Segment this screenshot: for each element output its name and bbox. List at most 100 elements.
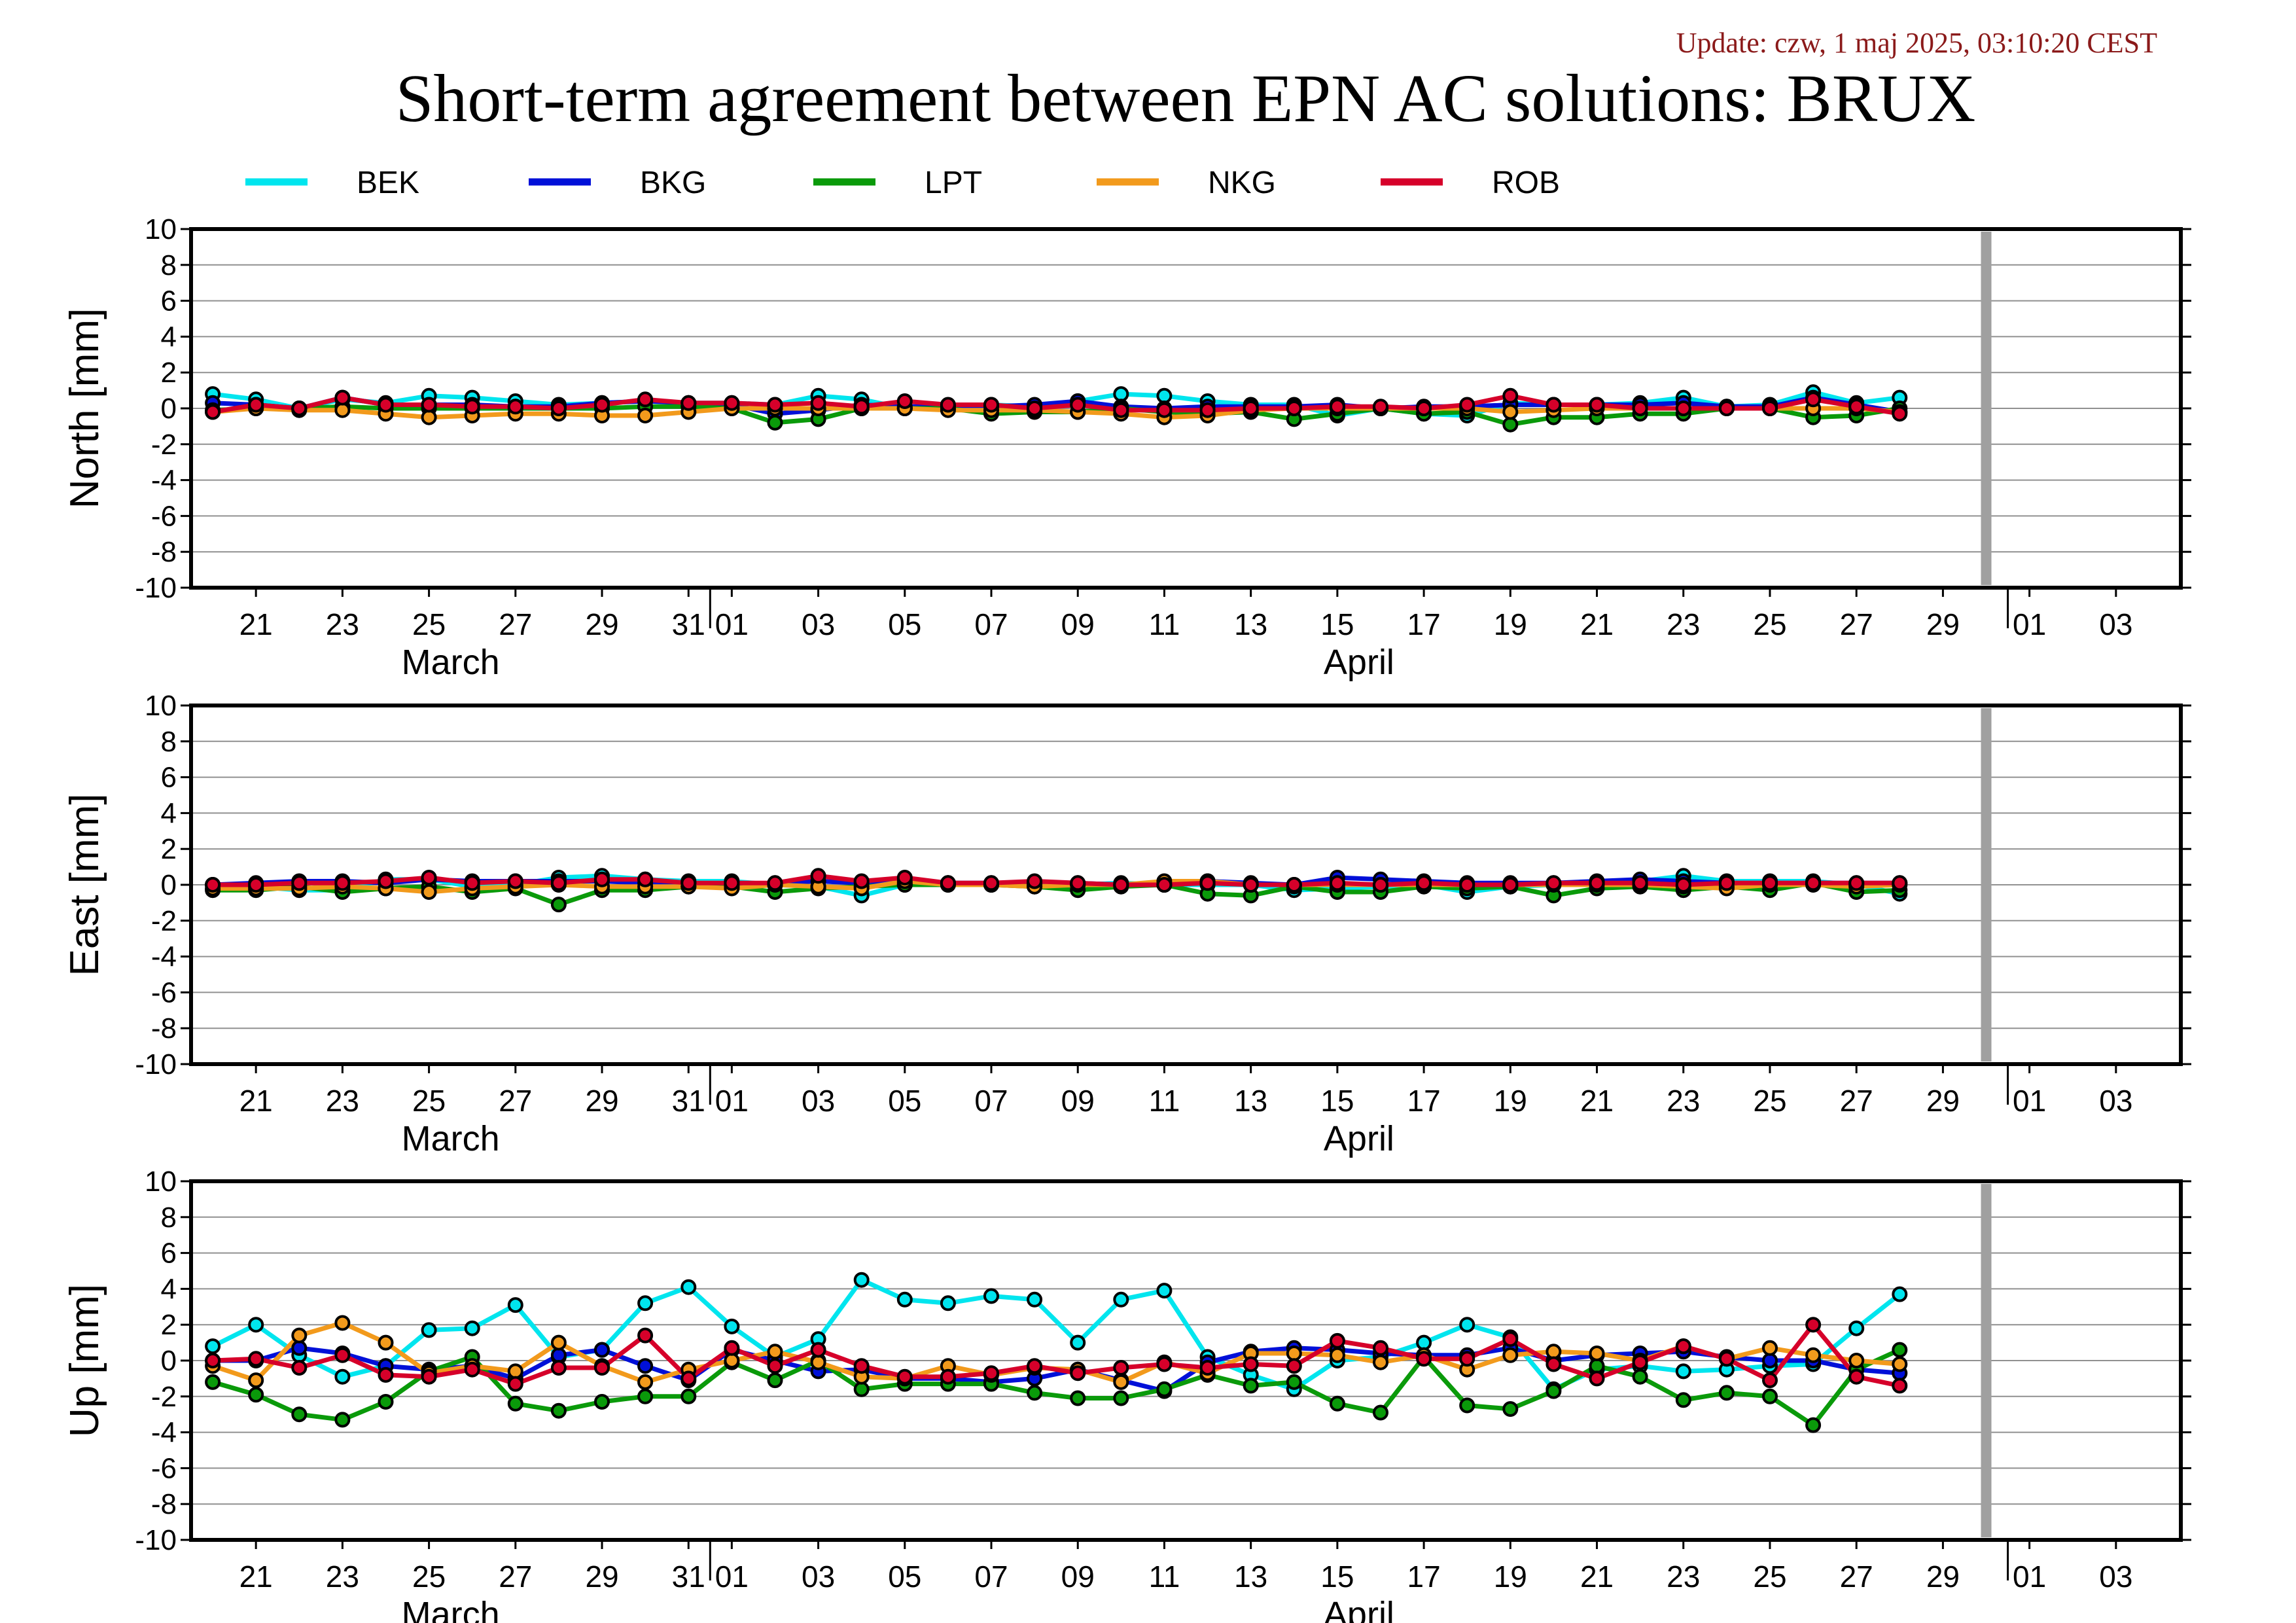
y-tick-label: 4 [161,797,177,829]
x-tick-label: 23 [326,607,359,641]
data-point-bek [248,1317,264,1333]
data-point-rob [1070,1365,1086,1382]
data-point-rob [1027,401,1043,416]
data-point-lpt [1329,1395,1345,1412]
data-point-bkg [550,1347,567,1363]
x-tick-label: 13 [1234,1560,1267,1594]
data-point-rob [1589,875,1605,891]
data-point-bek [637,1295,654,1311]
data-point-rob [810,395,826,411]
x-tick-label: 01 [2013,1084,2046,1118]
month-label: March [402,1595,500,1623]
x-tick-label: 01 [715,607,749,641]
data-point-rob [1762,1372,1778,1389]
data-point-rob [940,397,956,413]
y-tick-label: 6 [161,1238,177,1270]
data-point-lpt [248,1387,264,1403]
data-point-rob [1113,402,1129,418]
x-tick-label: 05 [888,1560,921,1594]
y-tick-label: -2 [151,1381,177,1413]
data-point-nkg [1329,1347,1345,1363]
data-point-rob [1113,1360,1129,1376]
data-point-bek [334,1368,351,1385]
data-point-rob [205,1353,221,1368]
data-point-bek [421,1322,437,1338]
plot-frame [189,227,2183,590]
data-point-lpt [1243,1378,1259,1394]
x-tick-label: 23 [1667,607,1700,641]
data-point-bek [1156,1283,1173,1299]
data-point-rob [1156,1356,1173,1372]
data-point-lpt [680,1388,697,1404]
series-line-lpt [213,880,1900,907]
x-tick-label: 09 [1061,1560,1095,1594]
x-tick-label: 21 [239,607,273,641]
x-tick-label: 17 [1407,1084,1441,1118]
data-point-rob [1892,1378,1908,1394]
data-point-rob [1589,397,1605,413]
x-tick-label: 27 [1840,1084,1873,1118]
x-tick-label: 31 [672,1560,705,1594]
data-point-rob [248,1351,264,1367]
legend-label-nkg: NKG [1208,166,1276,200]
data-point-rob [1199,1360,1216,1376]
data-point-rob [1718,401,1735,416]
data-point-lpt [1589,1358,1605,1374]
x-tick-label: 03 [2099,607,2132,641]
y-tick-label: -10 [135,1524,177,1556]
data-point-rob [1589,1370,1605,1387]
data-point-rob [1502,877,1519,893]
data-point-bek [853,1272,870,1288]
data-point-rob [983,397,999,413]
data-point-rob [1243,1356,1259,1372]
data-point-lpt [1286,1374,1302,1390]
x-tick-label: 29 [1926,607,1960,641]
legend-label-bkg: BKG [640,166,706,200]
data-point-bek [464,1320,480,1336]
month-label: April [1324,1595,1394,1623]
x-tick-label: 29 [585,1084,618,1118]
y-axis-label: Up [mm] [62,1284,107,1437]
y-tick-label: -4 [151,465,177,497]
x-tick-label: 27 [1840,607,1873,641]
data-point-rob [507,873,523,889]
y-tick-label: 2 [161,1309,177,1341]
data-point-bek [1675,1363,1691,1380]
data-point-rob [853,399,870,415]
x-tick-label: 09 [1061,1084,1095,1118]
data-point-rob [680,395,697,411]
data-point-bek [1459,1317,1475,1333]
x-tick-label: 25 [412,1084,446,1118]
x-tick-label: 03 [802,1560,835,1594]
data-point-bek [1113,1291,1129,1308]
x-tick-label: 19 [1494,1084,1527,1118]
data-point-rob [1416,401,1432,416]
data-point-rob [594,397,610,413]
data-point-rob [1675,401,1691,416]
month-label: April [1324,643,1394,682]
panel-east: 10 8 64 2 0 -2 -4-6 -8 -10 East [mm] 21 23 25 27 29 31 0… [62,690,2191,1158]
data-point-bkg [594,1342,610,1358]
x-tick-label: 27 [1840,1560,1873,1594]
legend-label-bek: BEK [357,166,419,200]
data-point-rob [1805,391,1822,408]
data-point-rob [1243,401,1259,416]
data-point-bek [1113,386,1129,402]
data-point-rob [507,399,523,415]
data-point-nkg [767,1344,783,1360]
data-point-rob [1805,1317,1822,1333]
y-axis-label: North [mm] [62,308,107,509]
data-point-rob [421,1368,437,1385]
series-line-bkg [213,1346,1900,1394]
data-point-rob [724,875,740,891]
legend-label-lpt: LPT [925,166,982,200]
data-point-bek [896,1291,913,1308]
data-point-bek [940,1295,956,1311]
data-point-bkg [637,1358,654,1374]
data-point-bek [1848,1320,1865,1336]
x-tick-label: 15 [1320,607,1354,641]
month-label: March [402,1119,500,1158]
data-point-rob [1632,875,1648,891]
x-tick-label: 29 [585,1560,618,1594]
x-tick-label: 07 [974,1084,1008,1118]
